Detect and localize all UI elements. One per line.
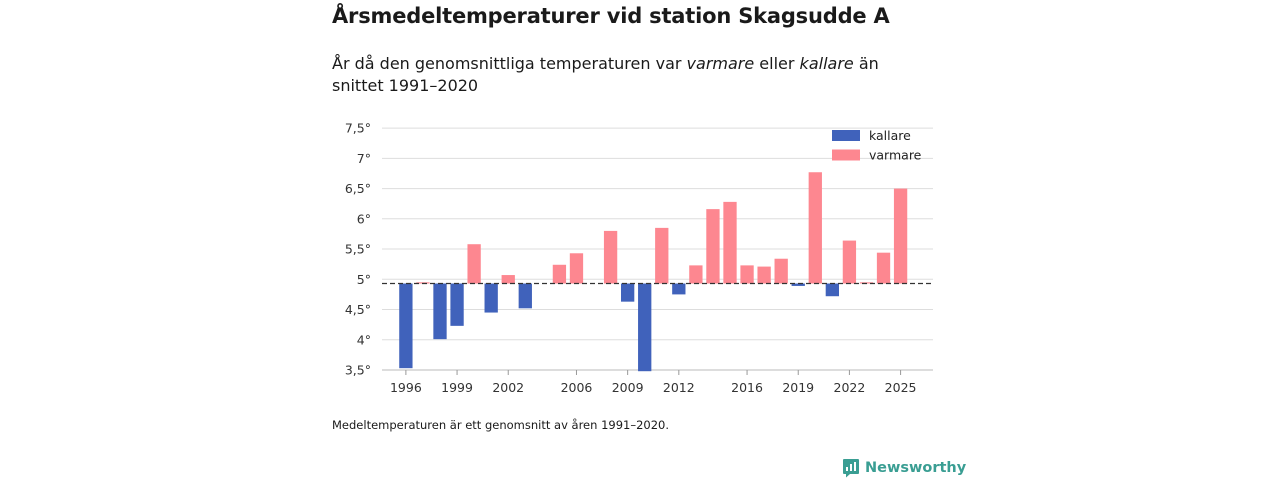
x-tick-label: 2006 bbox=[561, 380, 593, 395]
bar-2000 bbox=[467, 244, 481, 284]
bar-2024 bbox=[876, 252, 891, 284]
y-axis: 3,5° 4° 4,5° 5° 5,5° 6° 6,5° 7° 7,5° bbox=[345, 121, 371, 378]
y-tick-label: 5° bbox=[357, 272, 371, 287]
bar-2020 bbox=[808, 172, 822, 284]
bar-2010 bbox=[638, 283, 652, 372]
subtitle-cold-word: kallare bbox=[799, 54, 854, 73]
y-tick-label: 3,5° bbox=[345, 363, 371, 378]
bar-2012 bbox=[672, 283, 686, 295]
subtitle-text-before: År då den genomsnittliga temperaturen va… bbox=[332, 54, 687, 73]
y-tick-label: 7,5° bbox=[345, 121, 371, 136]
x-tick-label: 2009 bbox=[612, 380, 644, 395]
x-tick-label: 2002 bbox=[492, 380, 524, 395]
x-tick-label: 2016 bbox=[731, 380, 763, 395]
bar-chart: 3,5° 4° 4,5° 5° 5,5° 6° 6,5° 7° 7,5° 1996 1999 200… bbox=[345, 121, 933, 395]
brand[interactable]: Newsworthy bbox=[842, 458, 966, 478]
y-tick-label: 6° bbox=[357, 211, 371, 226]
bar-2025 bbox=[893, 188, 908, 284]
bar-2018 bbox=[774, 258, 788, 284]
bar-2005 bbox=[552, 264, 567, 284]
legend: kallare varmare bbox=[832, 128, 922, 163]
y-tick-label: 4,5° bbox=[345, 302, 371, 317]
x-tick-label: 1996 bbox=[390, 380, 422, 395]
subtitle-text-after: än snittet 1991–2020 bbox=[332, 54, 879, 95]
bar-2013 bbox=[689, 265, 703, 284]
bar-1996 bbox=[399, 283, 413, 369]
chart-subtitle: År då den genomsnittliga temperaturen va… bbox=[332, 53, 932, 97]
legend-swatch-varmare bbox=[832, 149, 860, 161]
bar-1999 bbox=[450, 283, 464, 326]
y-tick-label: 7° bbox=[357, 151, 371, 166]
legend-label-kallare: kallare bbox=[869, 128, 911, 143]
subtitle-warm-word: varmare bbox=[686, 54, 755, 73]
bar-2015 bbox=[723, 201, 737, 284]
y-tick-label: 5,5° bbox=[345, 242, 371, 257]
bar-2021 bbox=[825, 283, 840, 297]
subtitle-text-middle: eller bbox=[754, 54, 800, 73]
x-tick-label: 2025 bbox=[885, 380, 917, 395]
bar-2003 bbox=[518, 283, 532, 309]
y-tick-label: 4° bbox=[357, 332, 371, 347]
x-tick-label: 2019 bbox=[782, 380, 814, 395]
bar-2009 bbox=[620, 283, 635, 302]
bar-2019 bbox=[791, 283, 805, 286]
x-tick-label: 2012 bbox=[663, 380, 695, 395]
x-axis: 1996 1999 2002 2006 2009 2012 2016 2019 2022 2025 bbox=[390, 370, 917, 395]
bar-2011 bbox=[655, 227, 669, 284]
bar-2014 bbox=[706, 209, 720, 284]
bar-2022 bbox=[842, 240, 857, 284]
bar-2006 bbox=[569, 253, 584, 284]
bar-2001 bbox=[484, 283, 498, 313]
bar-1998 bbox=[433, 283, 447, 340]
bars bbox=[399, 172, 908, 372]
footnote: Medeltemperaturen är ett genomsnitt av å… bbox=[332, 418, 670, 432]
bar-2008 bbox=[603, 230, 618, 284]
bar-2017 bbox=[757, 266, 771, 284]
legend-swatch-kallare bbox=[832, 130, 860, 141]
bar-2016 bbox=[740, 265, 754, 284]
chart-title: Årsmedeltemperaturer vid station Skagsud… bbox=[332, 4, 890, 28]
brand-name: Newsworthy bbox=[865, 460, 967, 476]
bar-2002 bbox=[501, 275, 515, 284]
x-tick-label: 2022 bbox=[834, 380, 866, 395]
newsworthy-logo-icon bbox=[843, 459, 859, 478]
legend-label-varmare: varmare bbox=[869, 148, 922, 163]
y-tick-label: 6,5° bbox=[345, 181, 371, 196]
x-tick-label: 1999 bbox=[441, 380, 473, 395]
